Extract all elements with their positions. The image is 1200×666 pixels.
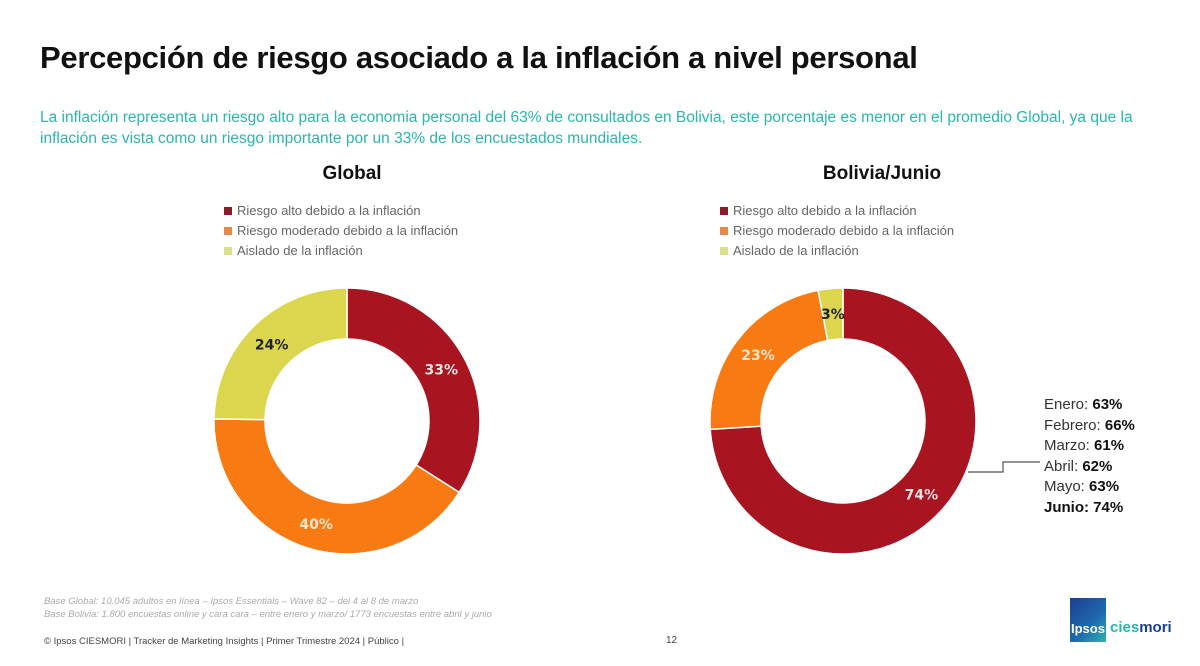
data-label: 33% xyxy=(424,362,458,378)
legend-label: Riesgo alto debido a la inflación xyxy=(733,203,917,218)
legend-bolivia: Riesgo alto debido a la inflación Riesgo… xyxy=(720,201,954,261)
legend-swatch xyxy=(224,207,232,215)
page-title: Percepción de riesgo asociado a la infla… xyxy=(40,40,918,75)
legend-global: Riesgo alto debido a la inflación Riesgo… xyxy=(224,201,458,261)
legend-item-alto: Riesgo alto debido a la inflación xyxy=(224,201,458,221)
legend-item-moderado: Riesgo moderado debido a la inflación xyxy=(720,221,954,241)
base-note-bolivia: Base Bolivia: 1.800 encuestas online y c… xyxy=(44,609,492,620)
month-label: Febrero: xyxy=(1044,416,1105,434)
logo-mori: mori xyxy=(1139,619,1172,636)
donut-slice-aislado xyxy=(817,287,844,342)
legend-item-aislado: Aislado de la inflación xyxy=(720,241,954,261)
legend-label: Riesgo moderado debido a la inflación xyxy=(237,223,459,238)
legend-swatch xyxy=(224,247,232,255)
data-label: 3% xyxy=(821,307,845,323)
legend-label: Riesgo alto debido a la inflación xyxy=(237,203,421,218)
month-value: 62% xyxy=(1082,457,1113,475)
legend-item-alto: Riesgo alto debido a la inflación xyxy=(720,201,954,221)
donut-slice-aislado xyxy=(213,287,348,421)
donut-slice-alto xyxy=(709,287,977,555)
donut-bolivia: 74% 23% 3% xyxy=(709,287,977,555)
month-label: Junio: xyxy=(1044,498,1094,516)
month-row: Abril: 62% xyxy=(1044,457,1135,478)
legend-label: Riesgo moderado debido a la inflación xyxy=(733,223,955,238)
donut-slice-alto xyxy=(346,287,481,494)
base-note-global: Base Global: 10.045 adultos en línea – I… xyxy=(44,596,419,607)
month-label: Mayo: xyxy=(1044,478,1090,495)
base-notes: Base Global: 10.045 adultos en línea – I… xyxy=(44,595,492,621)
legend-label: Aislado de la inflación xyxy=(733,243,859,258)
data-label: 24% xyxy=(255,337,289,353)
data-label: 23% xyxy=(741,348,775,364)
month-label: Enero: xyxy=(1044,396,1093,413)
leader-line xyxy=(968,461,1040,473)
month-row: Mayo: 63% xyxy=(1044,477,1135,498)
month-label: Marzo: xyxy=(1044,437,1095,454)
month-value: 66% xyxy=(1104,416,1135,434)
legend-item-aislado: Aislado de la inflación xyxy=(224,241,458,261)
chart-title-bolivia: Bolivia/Junio xyxy=(822,163,942,184)
logo-mark: Ipsos xyxy=(1070,598,1106,642)
logo-cies: cies xyxy=(1110,619,1140,636)
page-number: 12 xyxy=(666,635,678,646)
month-row: Enero: 63% xyxy=(1044,395,1135,416)
logo-text: ciesmori xyxy=(1110,619,1172,636)
legend-swatch xyxy=(224,227,232,235)
month-row: Marzo: 61% xyxy=(1044,436,1135,457)
chart-title-global: Global xyxy=(322,163,382,184)
legend-swatch xyxy=(720,247,728,255)
month-value: 63% xyxy=(1089,478,1120,495)
legend-item-moderado: Riesgo moderado debido a la inflación xyxy=(224,221,458,241)
data-label: 40% xyxy=(299,517,333,533)
footer: © Ipsos CIESMORI | Tracker de Marketing … xyxy=(44,636,405,647)
monthly-values: Enero: 63% Febrero: 66% Marzo: 61% Abril: 6… xyxy=(1044,395,1135,518)
legend-label: Aislado de la inflación xyxy=(237,243,363,258)
legend-swatch xyxy=(720,207,728,215)
logo-ipsos: Ipsos xyxy=(1071,621,1105,636)
month-value: 63% xyxy=(1092,396,1123,413)
month-value: 74% xyxy=(1093,498,1124,516)
month-row: Junio: 74% xyxy=(1044,498,1135,519)
donut-global: 33% 40% 24% xyxy=(213,287,481,555)
donut-slice-moderado xyxy=(213,418,461,555)
data-label: 74% xyxy=(905,488,939,504)
month-label: Abril: xyxy=(1044,457,1083,475)
ipsos-ciesmori-logo: Ipsos ciesmori xyxy=(1070,598,1172,642)
month-value: 61% xyxy=(1094,437,1125,454)
month-row: Febrero: 66% xyxy=(1044,416,1135,437)
subtitle: La inflación representa un riesgo alto p… xyxy=(40,109,1133,147)
legend-swatch xyxy=(720,227,728,235)
